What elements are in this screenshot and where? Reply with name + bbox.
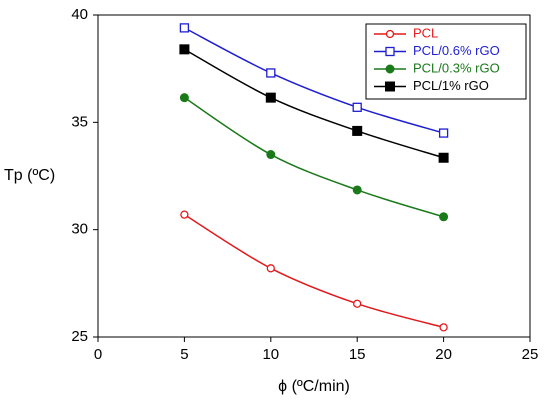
legend-swatch-marker bbox=[385, 46, 395, 57]
data-point bbox=[352, 125, 363, 136]
data-point bbox=[353, 299, 362, 308]
y-tick-label: 35 bbox=[71, 113, 88, 130]
data-point bbox=[439, 212, 449, 222]
legend-label: PCL bbox=[413, 25, 438, 40]
series-2 bbox=[179, 93, 449, 222]
legend-label: PCL/0.6% rGO bbox=[413, 43, 500, 58]
data-point bbox=[179, 93, 189, 103]
legend-swatch-marker bbox=[385, 64, 395, 74]
legend-item: PCL/1% rGO bbox=[374, 78, 489, 93]
data-point bbox=[438, 128, 449, 138]
data-point bbox=[266, 68, 276, 78]
legend-item: PCL/0.3% rGO bbox=[374, 60, 500, 75]
data-point bbox=[439, 323, 448, 332]
legend-item: PCL bbox=[374, 25, 438, 40]
x-tick-label: 15 bbox=[349, 346, 366, 363]
series-1 bbox=[179, 23, 449, 138]
data-point bbox=[180, 210, 189, 219]
series-layer bbox=[179, 23, 449, 332]
y-tick-label: 25 bbox=[71, 328, 88, 345]
series-0 bbox=[180, 210, 448, 332]
series-line bbox=[184, 48, 444, 159]
legend: PCL PCL/0.6% rGO PCL/0.3% rGO PCL/1% rGO bbox=[365, 23, 527, 100]
y-axis-title: Tp (ºC) bbox=[4, 167, 55, 184]
y-tick-label: 40 bbox=[71, 6, 88, 23]
data-point bbox=[265, 92, 276, 103]
legend-item: PCL/0.6% rGO bbox=[374, 43, 500, 58]
data-point bbox=[266, 264, 275, 273]
data-point bbox=[352, 102, 362, 112]
series-3 bbox=[179, 44, 449, 163]
y-tick-label: 30 bbox=[71, 221, 88, 238]
legend-swatch-marker bbox=[385, 81, 395, 92]
x-tick-label: 5 bbox=[180, 346, 188, 363]
x-tick-label: 20 bbox=[435, 346, 452, 363]
series-line bbox=[184, 214, 444, 329]
x-axis-title: ϕ (ºC/min) bbox=[278, 378, 350, 395]
legend-label: PCL/1% rGO bbox=[413, 78, 489, 93]
data-point bbox=[179, 23, 190, 33]
x-tick-label: 0 bbox=[94, 346, 102, 363]
legend-label: PCL/0.3% rGO bbox=[413, 60, 500, 75]
data-point bbox=[266, 150, 276, 160]
x-tick-label: 10 bbox=[262, 346, 279, 363]
ticks-layer: 0 5 10 15 20 25 25 30 35 40 bbox=[71, 6, 538, 363]
data-point bbox=[352, 185, 362, 195]
series-line bbox=[184, 27, 444, 134]
data-point bbox=[179, 44, 190, 55]
x-tick-label: 25 bbox=[522, 346, 539, 363]
series-line bbox=[183, 97, 444, 218]
legend-swatch-marker bbox=[385, 29, 395, 39]
data-point bbox=[438, 152, 449, 163]
